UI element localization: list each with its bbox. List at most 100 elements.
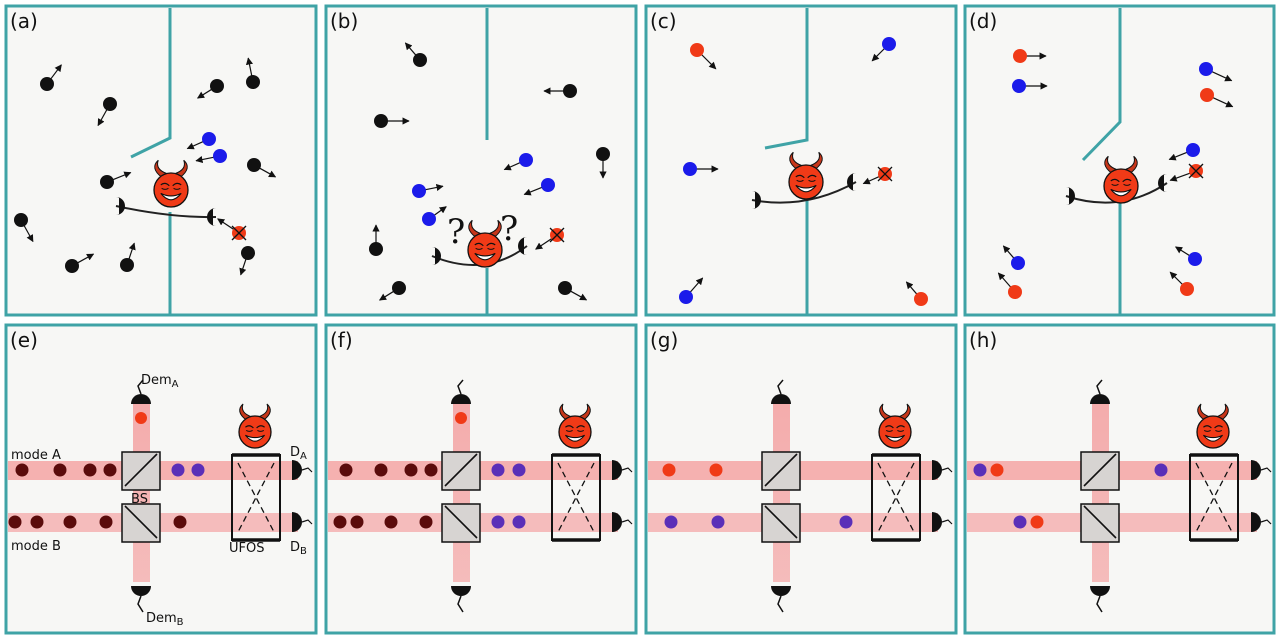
photon-mode-a xyxy=(973,463,987,477)
molecule-hot xyxy=(535,227,565,250)
photon-mode-b xyxy=(333,515,347,529)
photon-mode-b xyxy=(711,515,725,529)
d-a-label: DA xyxy=(290,445,307,462)
demon-with-gates xyxy=(751,151,857,209)
partition-walls xyxy=(130,8,1122,314)
demon-icon xyxy=(788,151,824,200)
molecule-hot xyxy=(862,166,893,185)
photon-mode-a xyxy=(339,463,353,477)
photon-mode-b xyxy=(30,515,44,529)
photon-mode-a xyxy=(990,463,1004,477)
photon-mode-a xyxy=(15,463,29,477)
photon-mode-a xyxy=(662,463,676,477)
panel-h-label: (h) xyxy=(969,328,997,352)
panel-b-label: (b) xyxy=(330,9,358,33)
demon-icon xyxy=(1103,155,1139,204)
molecule-neutral xyxy=(40,64,62,91)
molecule-hot xyxy=(905,281,928,306)
molecule-neutral xyxy=(374,114,410,128)
panel-e-labels: DemA mode A mode B BS UFOS DA DB DemB xyxy=(11,373,307,628)
photon-mode-b xyxy=(8,515,22,529)
photon-mode-b xyxy=(419,515,433,529)
mode-b-label: mode B xyxy=(11,539,61,554)
photon-mode-b xyxy=(1013,515,1027,529)
panel-c-frame xyxy=(644,4,958,317)
molecule-cold xyxy=(422,206,447,226)
molecule-neutral xyxy=(369,224,383,256)
photon-mode-a xyxy=(374,463,388,477)
photon-mode-a xyxy=(404,463,418,477)
bs-label: BS xyxy=(131,492,148,507)
photon-mode-b xyxy=(664,515,678,529)
photon-mode-b xyxy=(173,515,187,529)
molecule-cold xyxy=(195,149,227,164)
panel-a-frame xyxy=(4,4,318,317)
molecule-cold xyxy=(1174,246,1202,266)
demon-with-gates xyxy=(1065,155,1168,205)
photon-mode-a xyxy=(53,463,67,477)
photon-mode-b xyxy=(384,515,398,529)
molecule-cold xyxy=(679,277,704,304)
photon-mode-b xyxy=(99,515,113,529)
photon-mode-b xyxy=(1030,515,1044,529)
molecule-hot xyxy=(1169,163,1204,182)
molecule-neutral xyxy=(543,84,577,98)
demon-icon xyxy=(153,159,189,208)
dem-b-label: DemB xyxy=(146,611,184,628)
molecule-neutral xyxy=(245,57,260,89)
photon-mode-a xyxy=(709,463,723,477)
photon-mode-b xyxy=(63,515,77,529)
molecule-neutral xyxy=(239,246,255,276)
photon-mode-b xyxy=(491,515,505,529)
molecule-neutral xyxy=(404,42,427,67)
molecule-neutral xyxy=(378,281,406,301)
ufos-label: UFOS xyxy=(229,541,264,556)
photon-mode-b xyxy=(350,515,364,529)
molecule-hot xyxy=(1169,271,1194,296)
panel-g-label: (g) xyxy=(650,328,678,352)
molecule-cold xyxy=(871,37,896,62)
molecule-cold xyxy=(1199,62,1233,82)
panel-f-label: (f) xyxy=(330,328,353,352)
question-mark-right: ? xyxy=(500,209,518,249)
panel-c-label: (c) xyxy=(650,9,677,33)
molecule-neutral xyxy=(247,158,277,178)
molecule-cold xyxy=(683,162,719,176)
demon-icon xyxy=(467,219,503,268)
mode-a-label: mode A xyxy=(11,448,61,463)
optics-panel xyxy=(328,379,633,613)
optics-panel xyxy=(967,379,1272,613)
molecule-hot xyxy=(217,218,247,241)
molecule-cold xyxy=(503,153,533,171)
photon-mode-a xyxy=(512,463,526,477)
molecule-cold xyxy=(1012,79,1048,93)
panel-a-label: (a) xyxy=(10,9,38,33)
panel-b-frame xyxy=(324,4,638,317)
photon-mode-a xyxy=(1154,463,1168,477)
demon-icon xyxy=(1196,403,1230,449)
photon-mode-a xyxy=(103,463,117,477)
question-mark-left: ? xyxy=(447,212,465,252)
molecules-layer xyxy=(14,37,1234,306)
demon-with-gates xyxy=(431,219,528,268)
optics-panel xyxy=(648,379,953,613)
molecule-cold xyxy=(186,132,216,150)
molecule-neutral xyxy=(100,171,132,189)
demon-with-gates xyxy=(115,159,217,226)
photon-mode-a xyxy=(491,463,505,477)
molecule-neutral xyxy=(120,242,136,272)
molecule-hot xyxy=(997,272,1022,299)
question-marks: ? ? xyxy=(447,209,518,252)
photon-mode-b xyxy=(839,515,853,529)
molecule-hot xyxy=(690,43,717,70)
molecule-cold xyxy=(1002,245,1025,270)
optics-layer xyxy=(8,379,1272,613)
dem-a-label: DemA xyxy=(141,373,179,390)
molecule-hot xyxy=(1200,88,1234,108)
d-b-label: DB xyxy=(290,540,307,557)
demon-icon xyxy=(238,403,272,449)
photon-mode-a xyxy=(424,463,438,477)
photon-mode-b xyxy=(512,515,526,529)
optics-panel xyxy=(8,379,313,613)
